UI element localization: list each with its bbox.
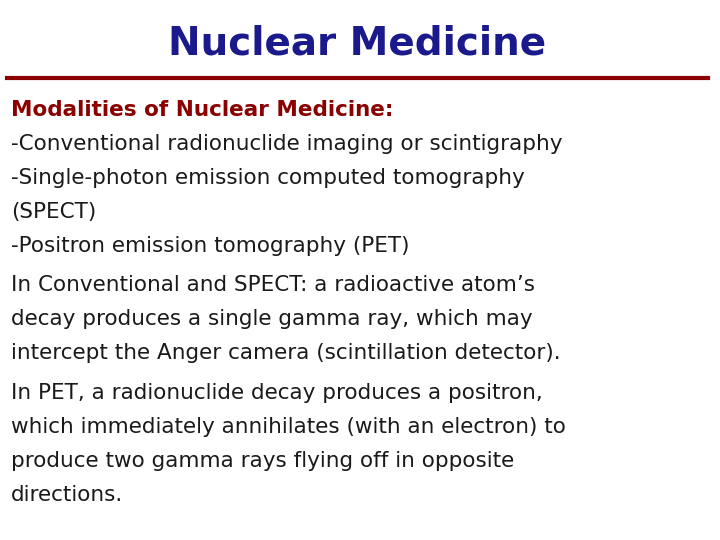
- Text: which immediately annihilates (with an electron) to: which immediately annihilates (with an e…: [11, 417, 566, 437]
- Text: Nuclear Medicine: Nuclear Medicine: [168, 24, 546, 62]
- Text: -Positron emission tomography (PET): -Positron emission tomography (PET): [11, 236, 409, 256]
- Text: decay produces a single gamma ray, which may: decay produces a single gamma ray, which…: [11, 309, 532, 329]
- Text: (SPECT): (SPECT): [11, 202, 96, 222]
- Text: In Conventional and SPECT: a radioactive atom’s: In Conventional and SPECT: a radioactive…: [11, 275, 535, 295]
- Text: -Conventional radionuclide imaging or scintigraphy: -Conventional radionuclide imaging or sc…: [11, 134, 562, 154]
- Text: -Single-photon emission computed tomography: -Single-photon emission computed tomogra…: [11, 168, 524, 188]
- Text: produce two gamma rays flying off in opposite: produce two gamma rays flying off in opp…: [11, 451, 514, 471]
- Text: Modalities of Nuclear Medicine:: Modalities of Nuclear Medicine:: [11, 100, 393, 120]
- Text: In PET, a radionuclide decay produces a positron,: In PET, a radionuclide decay produces a …: [11, 383, 542, 403]
- Text: intercept the Anger camera (scintillation detector).: intercept the Anger camera (scintillatio…: [11, 343, 560, 363]
- Text: directions.: directions.: [11, 485, 123, 505]
